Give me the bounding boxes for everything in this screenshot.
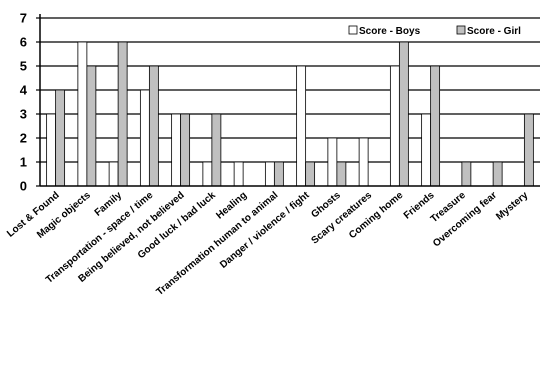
- legend-swatch-girls: [456, 25, 466, 35]
- bar-girls: [430, 65, 441, 187]
- bar-boys: [233, 161, 244, 187]
- y-tick-label: 3: [20, 107, 27, 122]
- bar-boys: [389, 65, 400, 187]
- bar-girls: [398, 41, 409, 187]
- legend: Score - Boys Score - Girl: [348, 25, 521, 37]
- y-tick-label: 2: [20, 131, 27, 146]
- bar-boys: [46, 113, 57, 187]
- legend-label-boys: Score - Boys: [359, 26, 421, 37]
- gridlines: [40, 17, 540, 163]
- bar-girls: [117, 41, 128, 187]
- bars: [46, 41, 534, 187]
- bar-girls: [305, 161, 316, 187]
- bar-girls: [148, 65, 159, 187]
- bar-girls: [86, 65, 97, 187]
- bar-girls: [211, 113, 222, 187]
- bar-boys: [202, 161, 213, 187]
- bar-boys: [296, 65, 307, 187]
- bar-girls: [273, 161, 284, 187]
- bar-boys: [77, 41, 88, 187]
- legend-swatch-boys: [348, 25, 358, 35]
- category-label: Lost & Found: [5, 190, 61, 240]
- bar-girls: [461, 161, 472, 187]
- bar-girls: [492, 161, 503, 187]
- y-tick-label: 6: [20, 35, 27, 50]
- y-tick-label: 7: [20, 11, 27, 26]
- bar-girls: [523, 113, 534, 187]
- bar-girls: [55, 89, 66, 187]
- category-label: Magic objects: [35, 190, 93, 241]
- bar-boys: [421, 113, 432, 187]
- bar-boys: [327, 137, 338, 187]
- y-tick-label: 5: [20, 59, 27, 74]
- bar-boys: [108, 161, 119, 187]
- bar-girls: [180, 113, 191, 187]
- bar-girls: [336, 161, 347, 187]
- bar-boys: [358, 137, 369, 187]
- legend-label-girls: Score - Girl: [467, 26, 521, 37]
- y-tick-label: 0: [20, 179, 27, 194]
- bar-boys: [171, 113, 182, 187]
- y-tick-labels: 0 1 2 3 4 5 6 7: [20, 11, 28, 194]
- y-tick-label: 4: [20, 83, 28, 98]
- bar-boys: [139, 89, 150, 187]
- axes: [36, 14, 540, 187]
- category-label: Mystery: [494, 190, 530, 223]
- y-tick-label: 1: [20, 155, 27, 170]
- category-label: Coming home: [347, 190, 405, 242]
- bar-boys: [264, 161, 275, 187]
